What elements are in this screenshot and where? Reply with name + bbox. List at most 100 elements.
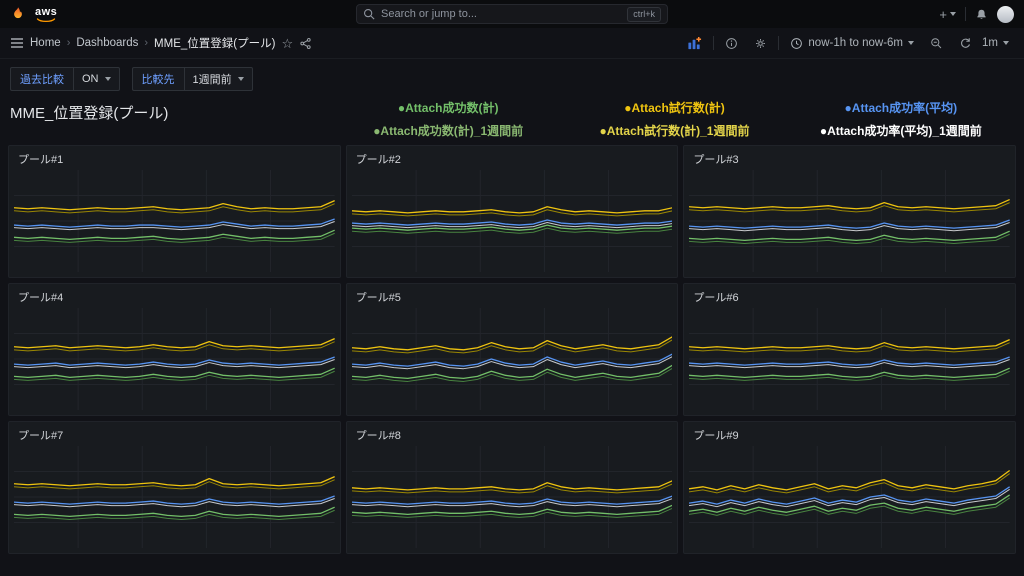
legend-label: ●Attach成功率(平均) bbox=[844, 101, 958, 115]
timeseries-chart[interactable] bbox=[689, 170, 1010, 272]
notifications-bell-icon[interactable] bbox=[975, 8, 988, 21]
series-line-attach-success bbox=[689, 495, 1010, 512]
legend-label: ●Attach試行数(計)_1週間前 bbox=[599, 124, 750, 138]
series-line-attach-trials bbox=[352, 207, 673, 213]
dashboard-info-button[interactable] bbox=[720, 32, 743, 54]
user-avatar[interactable] bbox=[997, 5, 1014, 23]
breadcrumb-home[interactable]: Home bbox=[30, 37, 61, 49]
series-line-attach-rate bbox=[14, 219, 335, 227]
series-line-attach-rate bbox=[689, 357, 1010, 365]
panel-title[interactable]: プール#8 bbox=[355, 430, 401, 442]
dashboard-settings-button[interactable] bbox=[749, 32, 772, 54]
breadcrumb-separator: › bbox=[66, 37, 71, 49]
dashboard-title: MME_位置登録(プール) bbox=[10, 105, 169, 122]
series-line-attach-trials-prev bbox=[352, 340, 673, 353]
compare-target-dropdown[interactable]: 1週間前 bbox=[183, 67, 253, 91]
panel-title[interactable]: プール#1 bbox=[18, 154, 64, 166]
timeseries-chart[interactable] bbox=[689, 308, 1010, 410]
add-new-button[interactable]: + bbox=[939, 8, 956, 21]
refresh-interval-dropdown[interactable]: 1m bbox=[980, 32, 1014, 54]
divider bbox=[965, 7, 966, 21]
panel-pool-2: プール#2 bbox=[345, 145, 679, 278]
timeseries-chart[interactable] bbox=[352, 170, 673, 272]
panel-title[interactable]: プール#2 bbox=[355, 154, 401, 166]
panel-pool-4: プール#4 bbox=[8, 283, 341, 416]
top-nav: aws Search or jump to... ctrl+k + bbox=[0, 0, 1024, 28]
divider bbox=[778, 36, 780, 50]
menu-hamburger-icon[interactable] bbox=[10, 36, 24, 50]
series-line-attach-rate bbox=[689, 220, 1010, 228]
chevron-down-icon bbox=[237, 77, 244, 81]
panel-title[interactable]: プール#3 bbox=[693, 154, 739, 166]
series-line-attach-success-prev bbox=[14, 510, 335, 519]
series-line-attach-trials-prev bbox=[689, 474, 1010, 493]
panel-pool-8: プール#8 bbox=[345, 421, 679, 554]
legend-label: ●Attach試行数(計) bbox=[624, 101, 725, 115]
compare-target-value: 1週間前 bbox=[192, 74, 232, 86]
panel-title[interactable]: プール#4 bbox=[18, 292, 64, 304]
series-line-attach-rate-prev bbox=[14, 499, 335, 507]
series-line-attach-rate-prev bbox=[352, 499, 673, 507]
series-line-attach-success-prev bbox=[689, 498, 1010, 515]
series-line-attach-rate bbox=[352, 496, 673, 504]
past-compare-group: 過去比較 ON bbox=[10, 67, 120, 91]
legend-item[interactable]: ●Attach成功率(平均)_1週間前 bbox=[788, 122, 1014, 139]
panel-grid: プール#1 プール#2 プール#3 プール#4 プール#5 プール#6 プール#7 プール#8… bbox=[8, 145, 1016, 554]
legend-item[interactable]: ●Attach試行数(計)_1週間前 bbox=[561, 122, 787, 139]
gridlines bbox=[689, 308, 1010, 410]
breadcrumb-current-dashboard: MME_位置登録(プール) bbox=[154, 38, 276, 50]
past-compare-label[interactable]: 過去比較 bbox=[10, 67, 73, 91]
series-line-attach-trials-prev bbox=[689, 343, 1010, 352]
legend-item[interactable]: ●Attach成功率(平均) bbox=[788, 99, 1014, 116]
zoom-out-button[interactable] bbox=[925, 32, 948, 54]
gridlines bbox=[14, 308, 335, 410]
timeseries-chart[interactable] bbox=[14, 170, 335, 272]
timeseries-chart[interactable] bbox=[689, 446, 1010, 548]
refresh-interval-label: 1m bbox=[982, 37, 998, 49]
divider bbox=[713, 36, 715, 50]
timeseries-chart[interactable] bbox=[14, 446, 335, 548]
panel-title[interactable]: プール#5 bbox=[355, 292, 401, 304]
gridlines bbox=[352, 170, 673, 272]
search-placeholder: Search or jump to... bbox=[381, 8, 477, 20]
add-panel-button[interactable] bbox=[682, 32, 707, 54]
favorite-star-icon[interactable]: ☆ bbox=[281, 35, 294, 51]
series-line-attach-trials bbox=[352, 337, 673, 350]
panel-pool-5: プール#5 bbox=[345, 283, 679, 416]
grafana-logo-icon[interactable] bbox=[10, 6, 26, 22]
gear-icon bbox=[756, 38, 766, 48]
aws-logo: aws bbox=[35, 6, 57, 23]
legend-label: ●Attach成功率(平均)_1週間前 bbox=[819, 124, 982, 138]
top-nav-actions: + bbox=[939, 5, 1014, 23]
series-line-attach-trials bbox=[14, 339, 335, 348]
breadcrumb-dashboards[interactable]: Dashboards bbox=[76, 37, 139, 49]
time-range-picker[interactable]: now-1h to now-6m bbox=[785, 32, 919, 54]
series-line-attach-rate-prev bbox=[689, 223, 1010, 231]
panel-title[interactable]: プール#9 bbox=[693, 430, 739, 442]
series-line-attach-rate-prev bbox=[352, 223, 673, 228]
search-input[interactable]: Search or jump to... ctrl+k bbox=[356, 4, 668, 24]
timeseries-chart[interactable] bbox=[352, 446, 673, 548]
series-line-attach-trials-prev bbox=[14, 480, 335, 489]
search-icon bbox=[363, 8, 375, 20]
legend-item[interactable]: ●Attach成功数(計)_1週間前 bbox=[335, 122, 561, 139]
compare-target-label[interactable]: 比較先 bbox=[131, 67, 184, 91]
info-icon bbox=[726, 37, 738, 49]
gridlines bbox=[14, 170, 335, 272]
legend-item[interactable]: ●Attach試行数(計) bbox=[561, 99, 787, 116]
series-line-attach-rate bbox=[14, 496, 335, 504]
series-line-attach-trials bbox=[689, 470, 1010, 489]
series-line-attach-trials-prev bbox=[352, 210, 673, 216]
panel-title[interactable]: プール#6 bbox=[693, 292, 739, 304]
panel-pool-6: プール#6 bbox=[683, 283, 1016, 416]
past-compare-dropdown[interactable]: ON bbox=[73, 67, 120, 91]
series-line-attach-success-prev bbox=[14, 371, 335, 380]
series-line-attach-rate-prev bbox=[689, 489, 1010, 506]
series-line-attach-success-prev bbox=[689, 371, 1010, 380]
panel-title[interactable]: プール#7 bbox=[18, 430, 64, 442]
timeseries-chart[interactable] bbox=[14, 308, 335, 410]
timeseries-chart[interactable] bbox=[352, 308, 673, 410]
legend-item[interactable]: ●Attach成功数(計) bbox=[335, 99, 561, 116]
refresh-button[interactable] bbox=[954, 32, 974, 54]
share-icon[interactable] bbox=[299, 37, 312, 50]
